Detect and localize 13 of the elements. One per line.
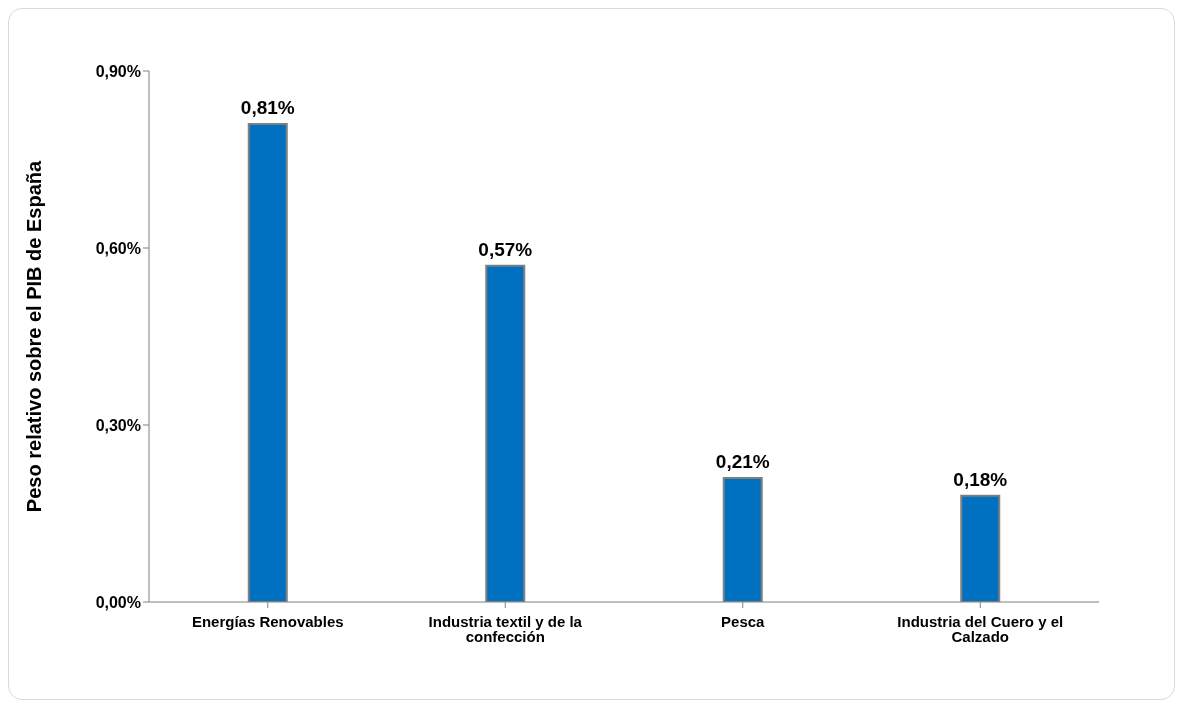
y-tick-label: 0,30% [95,416,141,434]
x-tick-label: Industria textil y de la confección [428,612,583,645]
data-label: 0,57% [478,238,533,260]
data-label: 0,81% [240,97,295,119]
data-label: 0,21% [715,451,770,473]
data-label: 0,18% [953,468,1008,490]
y-axis-title: Peso relativo sobre el PIB de España [23,160,46,513]
x-tick-label: Pesca [721,612,766,630]
y-tick-label: 0,60% [95,239,141,257]
x-tick-label: Industria del Cuero y el Calzado [897,612,1064,645]
y-tick-label: 0,90% [95,62,141,80]
x-tick-label: Energías Renovables [191,612,344,630]
y-tick-label: 0,00% [95,593,141,611]
